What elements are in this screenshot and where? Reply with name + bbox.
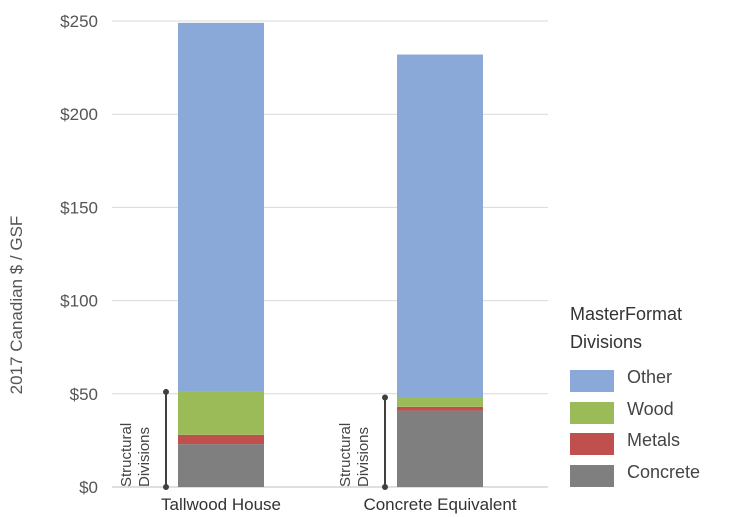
bar-other-1 [397,54,483,398]
structural-bracket-dot-bottom [382,484,388,490]
legend-swatch [570,401,614,424]
legend-label: Concrete [627,461,701,482]
legend-label: Other [627,367,673,387]
x-category-label: Tallwood House [161,495,281,514]
legend-label: Wood [627,398,674,419]
legend-swatch [570,370,614,392]
y-axis-ticks: $0 $50 $100 $150 $200 $250 [60,12,98,497]
bar-wood-1 [397,397,483,407]
structural-divisions-label: Structural [118,423,135,487]
y-tick-label: $0 [79,478,98,497]
legend-title-line-1: MasterFormat [570,304,683,324]
structural-divisions-label: Divisions [355,427,372,487]
y-tick-label: $200 [60,105,98,124]
bar-wood-0 [178,391,264,435]
y-tick-label: $150 [60,198,98,217]
structural-bracket-dot-bottom [163,484,169,490]
legend-title-line-2: Divisions [570,332,643,352]
y-axis-label: 2017 Canadian $ / GSF [7,216,26,395]
structural-divisions-label: Divisions [136,427,153,487]
legend-swatch [570,464,614,487]
x-axis-categories: Tallwood House Concrete Equivalent [161,495,517,514]
bars [178,22,483,487]
bar-concrete-0 [178,444,264,487]
bar-metals-0 [178,434,264,445]
legend-label: Metals [627,430,681,450]
legend-swatch [570,433,614,455]
legend-title: MasterFormat Divisions [570,300,682,356]
structural-bracket-dot-top [163,388,169,395]
y-tick-label: $50 [70,385,98,404]
structural-bracket-dot-top [382,394,388,401]
bar-metals-1 [397,406,483,411]
structural-divisions-label: Structural [337,423,354,487]
bar-other-0 [178,22,264,392]
structural-annotations: Structural Divisions Structural Divisions [118,388,388,490]
y-tick-label: $100 [60,292,98,311]
x-category-label: Concrete Equivalent [363,495,516,514]
y-tick-label: $250 [60,12,98,31]
bar-concrete-1 [397,410,483,487]
